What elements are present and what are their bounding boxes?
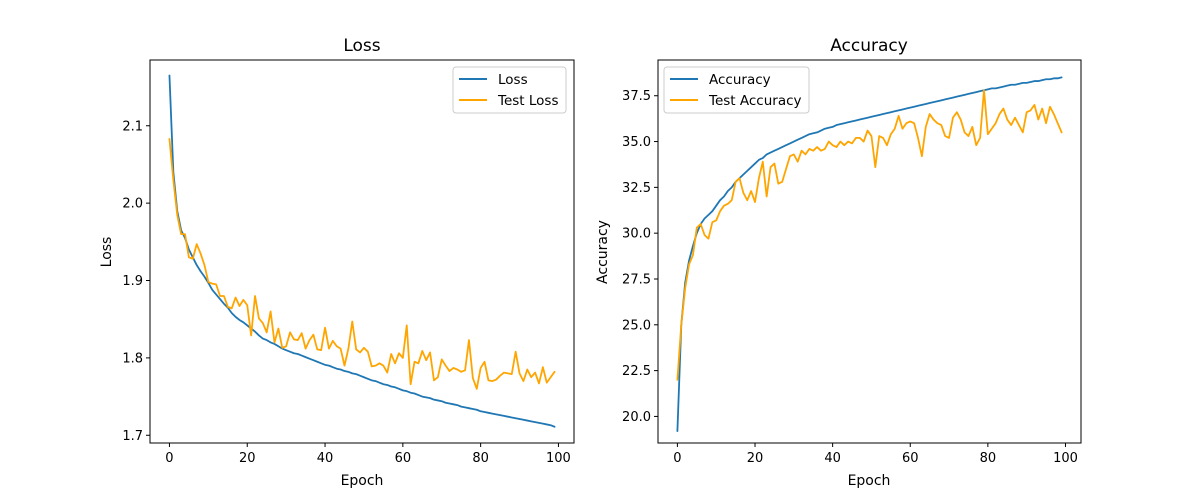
loss-y-tick-label: 1.9 <box>122 274 143 289</box>
accuracy-y-axis-label: Accuracy <box>595 220 611 284</box>
accuracy-chart-title: Accuracy <box>830 36 908 56</box>
accuracy-y-ticks: 20.0 22.5 25.0 27.5 30.0 32.5 35.0 37.5 <box>622 89 658 425</box>
accuracy-y-tick-label: 35.0 <box>622 135 651 150</box>
loss-x-tick-label: 100 <box>546 451 571 466</box>
loss-chart: 0 20 40 60 80 100 1.71.81.92.02.1 Loss Epoch … <box>99 36 575 489</box>
accuracy-x-tick-label: 0 <box>673 451 681 466</box>
accuracy-legend: Accuracy Test Accuracy <box>663 66 810 114</box>
loss-y-tick-label: 1.8 <box>122 351 143 366</box>
accuracy-x-tick-label: 100 <box>1053 451 1078 466</box>
loss-legend: Loss Test Loss <box>452 66 567 114</box>
loss-y-axis-label: Loss <box>99 237 115 268</box>
accuracy-y-tick-label: 25.0 <box>622 318 651 333</box>
loss-x-ticks: 0 20 40 60 80 100 <box>165 443 571 466</box>
accuracy-legend-label-accuracy: Accuracy <box>709 72 771 88</box>
accuracy-legend-label-test-accuracy: Test Accuracy <box>708 93 802 109</box>
loss-y-tick-label: 2.1 <box>122 119 143 134</box>
accuracy-plot-frame <box>657 59 1082 444</box>
accuracy-legend-box <box>663 66 810 114</box>
loss-plot-area <box>150 60 574 443</box>
accuracy-x-axis-label: Epoch <box>848 473 891 489</box>
loss-x-tick-label: 80 <box>472 451 489 466</box>
loss-legend-label-test-loss: Test Loss <box>497 93 559 109</box>
accuracy-y-tick-label: 37.5 <box>622 89 651 104</box>
loss-series-layer <box>168 74 556 428</box>
accuracy-y-tick-label: 27.5 <box>622 272 651 287</box>
loss-x-tick-label: 0 <box>165 451 173 466</box>
loss-chart-title: Loss <box>343 36 380 56</box>
loss-plot-frame <box>149 59 575 444</box>
loss-y-tick-label: 1.7 <box>122 429 143 444</box>
loss-x-tick-label: 20 <box>239 451 256 466</box>
accuracy-series-layer <box>676 76 1063 432</box>
accuracy-x-tick-label: 80 <box>980 451 997 466</box>
loss-y-tick-label: 2.0 <box>122 197 143 212</box>
accuracy-chart: 0 20 40 60 80 100 20.0 22.5 25.0 27.5 30.0 32.5 35.… <box>595 36 1082 489</box>
accuracy-x-tick-label: 40 <box>824 451 841 466</box>
loss-y-ticks: 1.7 1.8 1.9 2.0 2.1 <box>122 119 150 444</box>
loss-x-axis-label: Epoch <box>341 473 384 489</box>
accuracy-x-tick-label: 60 <box>902 451 919 466</box>
accuracy-x-tick-label: 20 <box>747 451 764 466</box>
loss-legend-label-loss: Loss <box>498 72 528 88</box>
accuracy-series-test-accuracy-line <box>676 89 1063 381</box>
accuracy-x-ticks: 0 20 40 60 80 100 <box>673 443 1078 466</box>
loss-x-tick-label: 60 <box>395 451 412 466</box>
accuracy-y-tick-label: 32.5 <box>622 181 651 196</box>
loss-series-test-loss-line <box>168 138 556 390</box>
loss-series-loss-line <box>168 74 556 428</box>
accuracy-series-accuracy-line <box>676 76 1063 432</box>
loss-x-tick-label: 40 <box>317 451 334 466</box>
accuracy-y-tick-label: 20.0 <box>622 410 651 425</box>
accuracy-y-tick-label: 30.0 <box>622 227 651 242</box>
accuracy-y-tick-label: 22.5 <box>622 364 651 379</box>
